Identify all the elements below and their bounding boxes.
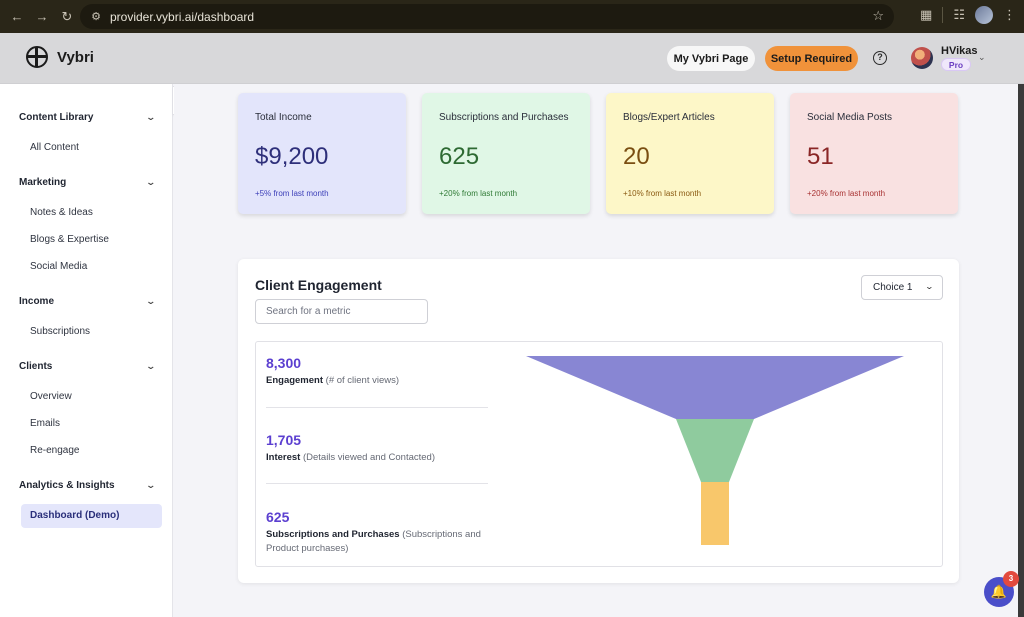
metric-value: 1,705: [266, 432, 302, 448]
bell-icon: 🔔: [990, 584, 1008, 599]
sidebar: Content Library ⌄ All Content Marketing …: [0, 84, 173, 617]
search-metric-input[interactable]: [255, 299, 428, 324]
sidebar-item-emails[interactable]: Emails: [30, 418, 61, 429]
chevron-down-icon[interactable]: ⌄: [145, 177, 157, 187]
client-engagement-card: Client Engagement Choice 1 ⌄ 8,300 Engag…: [238, 259, 959, 583]
stat-card-subscriptions[interactable]: Subscriptions and Purchases 625 +20% fro…: [422, 93, 590, 214]
funnel-chart: [526, 356, 904, 545]
main-content: Total Income $9,200 +5% from last month …: [174, 84, 1024, 617]
notification-count-badge: 3: [1003, 571, 1019, 587]
chevron-down-icon[interactable]: ⌄: [145, 112, 157, 122]
sidebar-item-subscriptions[interactable]: Subscriptions: [30, 326, 91, 337]
browser-toolbar: ← → ↻ ⚙ provider.vybri.ai/dashboard ☆ ▦ …: [0, 0, 1024, 33]
sidebar-section-label: Income: [19, 296, 55, 307]
chevron-down-icon[interactable]: ⌄: [145, 361, 157, 371]
sidebar-item-notes-ideas[interactable]: Notes & Ideas: [30, 207, 93, 218]
stat-title: Blogs/Expert Articles: [623, 112, 715, 123]
funnel-stage-subscriptions[interactable]: [701, 482, 729, 545]
metric-name: Interest: [266, 452, 301, 463]
sidebar-section-income[interactable]: Income ⌄: [19, 296, 157, 307]
forward-icon[interactable]: →: [35, 9, 49, 24]
sidebar-section-clients[interactable]: Clients ⌄: [19, 361, 157, 372]
divider: [942, 7, 944, 23]
chevron-down-icon[interactable]: ⌄: [145, 480, 157, 490]
funnel-panel: 8,300 Engagement (# of client views) 1,7…: [255, 341, 943, 567]
divider: [266, 483, 488, 484]
chevron-down-icon: ⌄: [924, 282, 935, 291]
chevron-down-icon[interactable]: ⌄: [145, 296, 157, 306]
brand-name[interactable]: Vybri: [57, 49, 94, 66]
metric-label: Interest (Details viewed and Contacted): [266, 451, 491, 465]
chevron-down-icon[interactable]: ⌄: [978, 52, 986, 62]
help-icon[interactable]: ?: [873, 51, 887, 65]
stat-value: $9,200: [255, 143, 329, 170]
setup-required-button[interactable]: Setup Required: [765, 46, 858, 71]
reload-icon[interactable]: ↻: [61, 8, 73, 24]
choice-value: Choice 1: [873, 282, 913, 293]
user-name[interactable]: HVikas: [941, 45, 978, 57]
avatar[interactable]: [911, 47, 933, 69]
stat-title: Subscriptions and Purchases: [439, 112, 569, 123]
sidebar-item-re-engage[interactable]: Re-engage: [30, 445, 80, 456]
metric-interest: 1,705 Interest (Details viewed and Conta…: [266, 432, 491, 465]
metric-value: 8,300: [266, 355, 302, 371]
sidebar-item-overview[interactable]: Overview: [30, 391, 72, 402]
metric-detail: (Details viewed and Contacted): [302, 452, 435, 463]
metric-label: Subscriptions and Purchases (Subscriptio…: [266, 528, 491, 556]
sidebar-section-label: Marketing: [19, 177, 67, 188]
stat-value: 625: [439, 143, 480, 170]
site-settings-icon[interactable]: ⚙: [91, 11, 101, 23]
divider: [266, 407, 488, 408]
app-header: Vybri My Vybri Page Setup Required ? HVi…: [0, 33, 1024, 84]
my-vybri-page-button[interactable]: My Vybri Page: [667, 46, 755, 71]
url-text: provider.vybri.ai/dashboard: [110, 9, 255, 24]
metric-value: 625: [266, 509, 290, 525]
plan-badge: Pro: [941, 58, 971, 71]
stat-title: Social Media Posts: [807, 112, 893, 123]
stat-delta: +20% from last month: [807, 189, 886, 198]
address-bar[interactable]: ⚙ provider.vybri.ai/dashboard ☆: [80, 4, 894, 29]
funnel-stage-engagement[interactable]: [526, 356, 904, 419]
notifications-button[interactable]: 🔔: [984, 577, 1014, 607]
metric-engagement: 8,300 Engagement (# of client views): [266, 355, 491, 388]
sidebar-section-label: Analytics & Insights: [19, 480, 115, 491]
sidebar-item-social-media[interactable]: Social Media: [30, 261, 88, 272]
sidebar-section-content-library[interactable]: Content Library ⌄: [19, 112, 157, 123]
vybri-logo-icon[interactable]: [26, 46, 48, 68]
metric-detail: (Subscriptions and Product purchases): [266, 529, 481, 554]
stat-card-blogs[interactable]: Blogs/Expert Articles 20 +10% from last …: [606, 93, 774, 214]
sidebar-item-blogs-expertise[interactable]: Blogs & Expertise: [30, 234, 109, 245]
stat-card-total-income[interactable]: Total Income $9,200 +5% from last month: [238, 93, 406, 214]
sidebar-section-marketing[interactable]: Marketing ⌄: [19, 177, 157, 188]
stat-delta: +5% from last month: [255, 189, 329, 198]
metric-label: Engagement (# of client views): [266, 374, 491, 388]
sidebar-item-all-content[interactable]: All Content: [30, 142, 79, 153]
choice-dropdown[interactable]: Choice 1 ⌄: [861, 275, 943, 300]
menu-icon[interactable]: ⋮: [1003, 7, 1016, 22]
stat-delta: +10% from last month: [623, 189, 702, 198]
stat-card-social-media[interactable]: Social Media Posts 51 +20% from last mon…: [790, 93, 958, 214]
sidebar-section-analytics-insights[interactable]: Analytics & Insights ⌄: [19, 480, 157, 491]
sidebar-item-dashboard-demo[interactable]: Dashboard (Demo): [21, 504, 162, 528]
stat-value: 20: [623, 143, 650, 170]
stat-value: 51: [807, 143, 834, 170]
extensions-icon[interactable]: ▦: [920, 7, 933, 22]
stat-delta: +20% from last month: [439, 189, 518, 198]
profile-avatar[interactable]: [975, 6, 993, 24]
scrollbar[interactable]: [1018, 84, 1024, 617]
metric-name: Subscriptions and Purchases: [266, 529, 400, 540]
bookmark-star-icon[interactable]: ☆: [872, 8, 884, 23]
stat-title: Total Income: [255, 112, 312, 123]
funnel-stage-interest[interactable]: [676, 419, 754, 482]
reading-list-icon[interactable]: ☷: [953, 7, 965, 22]
metric-detail: (# of client views): [325, 375, 400, 386]
sidebar-section-label: Content Library: [19, 112, 94, 123]
metric-name: Engagement: [266, 375, 324, 386]
metric-subscriptions: 625 Subscriptions and Purchases (Subscri…: [266, 509, 491, 556]
section-title: Client Engagement: [255, 277, 382, 293]
sidebar-section-label: Clients: [19, 361, 53, 372]
back-icon[interactable]: ←: [10, 9, 24, 24]
browser-actions: ▦ ☷ ⋮: [920, 6, 1016, 24]
